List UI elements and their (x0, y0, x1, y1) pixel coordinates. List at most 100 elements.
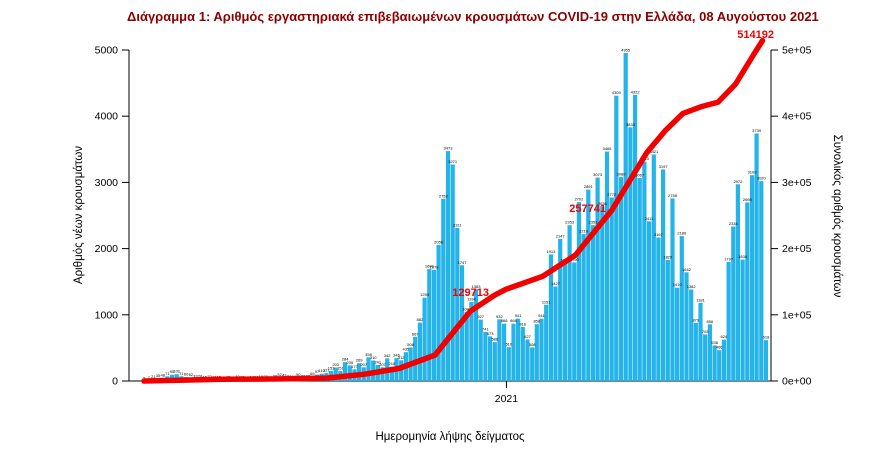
bar-value-label: 856 (707, 319, 714, 324)
bar-value-label: 207 (360, 362, 367, 367)
daily-cases-bar (670, 198, 675, 381)
bar-value-label: 65 (310, 371, 315, 376)
bar-value-label: 48 (160, 372, 165, 377)
daily-cases-bar (422, 297, 427, 381)
daily-cases-bar (595, 177, 600, 381)
bar-value-label: 2056 (434, 239, 444, 244)
bar-value-label: 2411 (645, 216, 654, 221)
bar-value-label: 858 (533, 319, 540, 324)
bar-value-label: 35 (156, 373, 161, 378)
daily-cases-bar (380, 367, 385, 381)
daily-cases-bar (488, 336, 493, 381)
left-tick-label: 2000 (95, 243, 119, 255)
right-axis-ticks: 0e+00 1e+05 2e+05 3e+05 4e+05 5e+05 (771, 45, 812, 388)
bar-value-label: 4309 (612, 90, 622, 95)
left-tick-label: 4000 (95, 111, 119, 123)
daily-cases-bar (661, 169, 666, 381)
daily-cases-bar (483, 331, 488, 381)
daily-cases-bar (539, 318, 544, 381)
bar-value-label: 241 (374, 360, 381, 365)
bar-value-label: 2752 (439, 193, 449, 198)
right-tick-label: 5e+05 (782, 45, 812, 57)
bar-value-label: 110 (319, 368, 326, 373)
bar-value-label: 269 (356, 358, 363, 363)
daily-cases-bar (567, 225, 572, 381)
left-tick-label: 5000 (95, 45, 119, 57)
bar-value-label: 50 (296, 372, 301, 377)
annotation-total-mid: 257741 (569, 203, 606, 215)
daily-cases-bar (572, 262, 577, 381)
daily-cases-bar (684, 272, 689, 381)
left-tick-label: 0 (112, 376, 118, 388)
bar-value-label: 312 (398, 355, 405, 360)
left-tick-label: 1000 (95, 309, 119, 321)
daily-cases-bar (614, 95, 619, 381)
bar-value-label: 2147 (556, 233, 566, 238)
bar-value-label: 2334 (729, 221, 739, 226)
bar-value-label: 510 (505, 342, 512, 347)
left-tick-label: 3000 (95, 177, 119, 189)
daily-cases-bar (502, 323, 507, 381)
bar-value-label: 21 (151, 374, 156, 379)
daily-cases-bar (712, 345, 717, 381)
daily-cases-bar (759, 181, 764, 381)
bar-value-label: 121 (323, 368, 330, 373)
daily-cases-bar (731, 226, 736, 381)
daily-cases-bar (576, 202, 581, 381)
daily-cases-bar (478, 319, 483, 381)
bar-value-label: 882 (417, 317, 424, 322)
bar-value-label: 941 (538, 313, 545, 318)
daily-cases-bar (530, 347, 535, 381)
daily-cases-bar (726, 262, 731, 381)
daily-cases-bar (548, 254, 553, 381)
bar-value-label: 3080 (617, 172, 627, 177)
daily-cases-bar (581, 234, 586, 381)
bar-value-label: 2353 (565, 220, 575, 225)
bar-value-label: 1690 (425, 264, 435, 269)
daily-cases-bar (455, 228, 460, 381)
daily-cases-bar (740, 259, 745, 381)
daily-cases-bar (544, 304, 549, 381)
bar-value-label: 358 (365, 352, 372, 357)
daily-cases-bar (651, 154, 656, 381)
left-axis-title: Αριθμός νέων κρουσμάτων (73, 146, 85, 284)
cumulative-line-group (141, 37, 766, 384)
daily-cases-bar (675, 287, 680, 381)
chart-title: Διάγραμμα 1: Αριθμός εργαστηριακά επιβεβ… (127, 9, 819, 24)
daily-cases-bar (693, 322, 698, 381)
bar-value-label: 624 (721, 334, 728, 339)
bar-value-label: 2167 (654, 232, 664, 237)
bar-value-label: 52 (189, 372, 194, 377)
bar-value-label: 1151 (542, 299, 551, 304)
bar-value-label: 941 (515, 313, 522, 318)
bar-value-label: 508 (407, 342, 414, 347)
daily-cases-bar (441, 198, 446, 381)
daily-cases-bar (707, 324, 712, 381)
daily-cases-bar (717, 350, 722, 381)
daily-cases-bar (763, 340, 769, 381)
daily-cases-bar (492, 342, 497, 381)
bar-value-label: 177 (351, 364, 358, 369)
daily-cases-bar (436, 244, 441, 381)
daily-cases-bar (473, 289, 479, 381)
bar-value-label: 95 (170, 369, 175, 374)
bar-value-label: 2972 (733, 179, 743, 184)
bar-value-label: 60 (184, 372, 189, 377)
daily-cases-bar (623, 53, 628, 381)
daily-cases-bar (679, 236, 684, 381)
daily-cases-bar (689, 289, 694, 381)
bar-value-label: 466 (716, 345, 723, 350)
bar-value-label: 2702 (574, 197, 584, 202)
bar-value-label: 207 (379, 362, 386, 367)
bar-value-label: 3073 (593, 172, 603, 177)
bar-value-label: 927 (477, 314, 484, 319)
daily-cases-bar (431, 269, 437, 381)
bar-value-label: 4955 (621, 48, 631, 53)
daily-cases-bar (343, 362, 348, 381)
daily-cases-bar (721, 339, 726, 381)
bar-value-label: 4322 (631, 89, 641, 94)
daily-cases-bar (665, 259, 670, 381)
right-tick-label: 3e+05 (782, 177, 812, 189)
daily-cases-bar (558, 238, 563, 381)
